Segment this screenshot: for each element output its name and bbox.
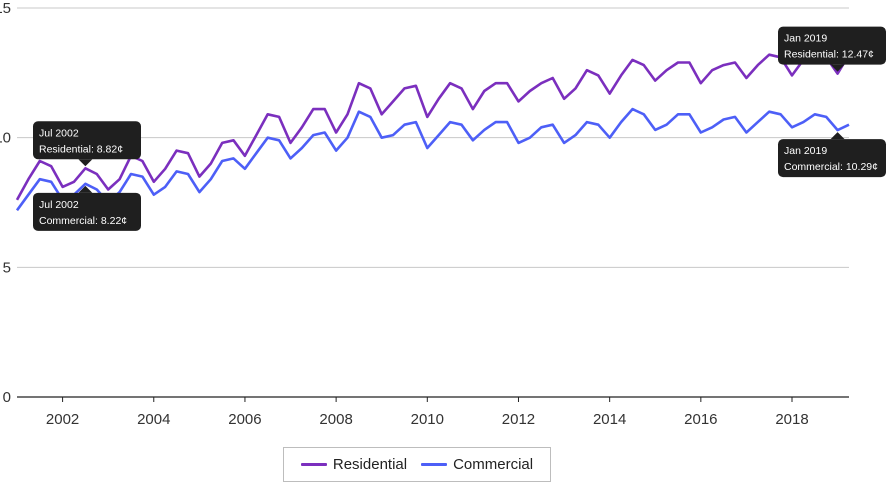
x-tick-label: 2012 <box>502 411 535 428</box>
tooltip-date: Jan 2019 <box>784 145 827 157</box>
x-tick-label: 2008 <box>319 411 352 428</box>
legend-label-commercial: Commercial <box>453 456 534 473</box>
x-tick-label: 2004 <box>137 411 170 428</box>
tooltip-pointer <box>78 185 93 193</box>
y-tick-label: 10 <box>0 130 11 147</box>
tooltip-box <box>778 26 886 65</box>
series-line-commercial <box>15 107 850 212</box>
tooltip-value: Commercial: 10.29¢ <box>784 161 878 173</box>
tooltip-box <box>33 192 141 231</box>
tooltip-box <box>778 139 886 178</box>
gridlines <box>17 7 849 398</box>
tooltip-2: Jan 2019 Residential: 12.47¢ <box>778 26 886 72</box>
y-tick-label: 15 <box>0 0 11 17</box>
tooltip-value: Residential: 12.47¢ <box>784 49 874 61</box>
y-tick-label: 5 <box>3 259 11 276</box>
legend-swatch-residential <box>300 463 327 466</box>
tooltip-date: Jul 2002 <box>39 199 79 211</box>
tooltip-date: Jul 2002 <box>39 127 79 139</box>
y-tick-label: 0 <box>3 389 11 406</box>
x-tick-label: 2018 <box>775 411 808 428</box>
tooltip-box <box>33 121 141 160</box>
tooltip-3: Jan 2019 Commercial: 10.29¢ <box>778 132 886 178</box>
x-tick-label: 2014 <box>593 411 626 428</box>
x-tick-label: 2010 <box>411 411 444 428</box>
tooltip-date: Jan 2019 <box>784 33 827 45</box>
tooltip-value: Commercial: 8.22¢ <box>39 215 127 227</box>
legend-label-residential: Residential <box>332 456 408 473</box>
chart-legend: Residential Commercial <box>283 447 551 482</box>
legend-swatch-commercial <box>421 463 448 466</box>
tooltips: Jul 2002 Residential: 8.82¢ Jul 2002 Commer… <box>33 26 886 231</box>
tooltip-0: Jul 2002 Residential: 8.82¢ <box>33 121 141 167</box>
tooltip-pointer <box>830 64 845 72</box>
axes: 0 5 10 15 2002 2004 2006 2008 2010 2012 2014 2016 20… <box>0 0 809 428</box>
x-tick-label: 2006 <box>228 411 261 428</box>
x-tick-label: 2002 <box>46 411 79 428</box>
x-tick-label: 2016 <box>684 411 717 428</box>
tooltip-value: Residential: 8.82¢ <box>39 143 123 155</box>
tooltip-pointer <box>830 132 845 140</box>
series-line-residential <box>15 53 851 201</box>
tooltip-pointer <box>78 159 93 167</box>
tooltip-1: Jul 2002 Commercial: 8.22¢ <box>33 185 141 231</box>
series-lines <box>15 53 851 212</box>
legend-item-residential[interactable]: Residential <box>300 456 408 473</box>
legend-item-commercial[interactable]: Commercial <box>421 456 533 473</box>
